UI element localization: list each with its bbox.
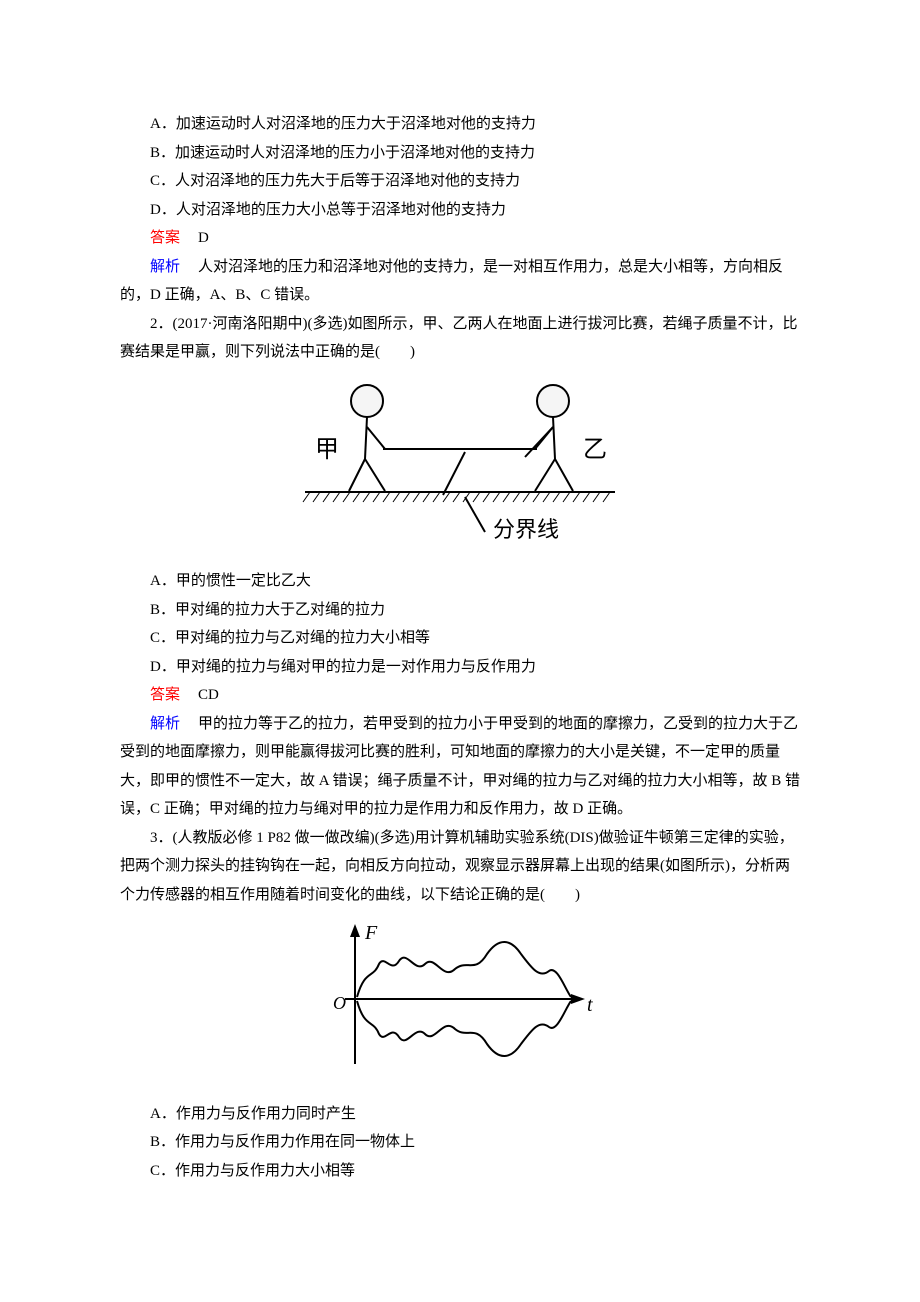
- divider-label: 分界线: [493, 517, 559, 542]
- q3-figure: F O t: [120, 919, 800, 1090]
- q3-option-a: A．作用力与反作用力同时产生: [120, 1100, 800, 1129]
- label-jia: 甲: [315, 437, 339, 463]
- q2-option-c: C．甲对绳的拉力与乙对绳的拉力大小相等: [120, 624, 800, 653]
- q2-figure: 分界线 甲 乙: [120, 377, 800, 558]
- q2-answer-line: 答案 CD: [120, 681, 800, 710]
- q2-option-a: A．甲的惯性一定比乙大: [120, 567, 800, 596]
- q2-analysis-text: 甲的拉力等于乙的拉力，若甲受到的拉力小于甲受到的地面的摩擦力，乙受到的拉力大于乙…: [120, 716, 800, 818]
- q2-analysis: 解析甲的拉力等于乙的拉力，若甲受到的拉力小于甲受到的地面的摩擦力，乙受到的拉力大…: [120, 710, 800, 824]
- q1-option-d: D．人对沼泽地的压力大小总等于沼泽地对他的支持力: [120, 196, 800, 225]
- q1-answer-label: 答案: [150, 230, 180, 246]
- tug-of-war-diagram: 分界线 甲 乙: [295, 377, 625, 547]
- q3-option-c: C．作用力与反作用力大小相等: [120, 1157, 800, 1186]
- origin-label: O: [333, 993, 346, 1013]
- q1-analysis: 解析人对沼泽地的压力和沼泽地对他的支持力，是一对相互作用力，总是大小相等，方向相…: [120, 253, 800, 310]
- q1-option-b: B．加速运动时人对沼泽地的压力小于沼泽地对他的支持力: [120, 139, 800, 168]
- q2-answer-label: 答案: [150, 687, 180, 703]
- q2-answer: CD: [198, 687, 219, 703]
- q1-option-a: A．加速运动时人对沼泽地的压力大于沼泽地对他的支持力: [120, 110, 800, 139]
- q1-answer-line: 答案 D: [120, 224, 800, 253]
- q1-answer: D: [198, 230, 209, 246]
- ft-graph: F O t: [315, 919, 605, 1079]
- q1-option-c: C．人对沼泽地的压力先大于后等于沼泽地对他的支持力: [120, 167, 800, 196]
- q3-option-b: B．作用力与反作用力作用在同一物体上: [120, 1128, 800, 1157]
- xlabel: t: [587, 994, 593, 1016]
- q2-stem: 2．(2017·河南洛阳期中)(多选)如图所示，甲、乙两人在地面上进行拔河比赛，…: [120, 310, 800, 367]
- q1-analysis-text: 人对沼泽地的压力和沼泽地对他的支持力，是一对相互作用力，总是大小相等，方向相反的…: [120, 259, 783, 304]
- ylabel: F: [364, 922, 378, 944]
- q2-analysis-label: 解析: [150, 716, 180, 732]
- label-yi: 乙: [583, 437, 607, 463]
- q2-option-b: B．甲对绳的拉力大于乙对绳的拉力: [120, 596, 800, 625]
- q1-analysis-label: 解析: [150, 259, 180, 275]
- q3-stem: 3．(人教版必修 1 P82 做一做改编)(多选)用计算机辅助实验系统(DIS)…: [120, 824, 800, 910]
- q2-option-d: D．甲对绳的拉力与绳对甲的拉力是一对作用力与反作用力: [120, 653, 800, 682]
